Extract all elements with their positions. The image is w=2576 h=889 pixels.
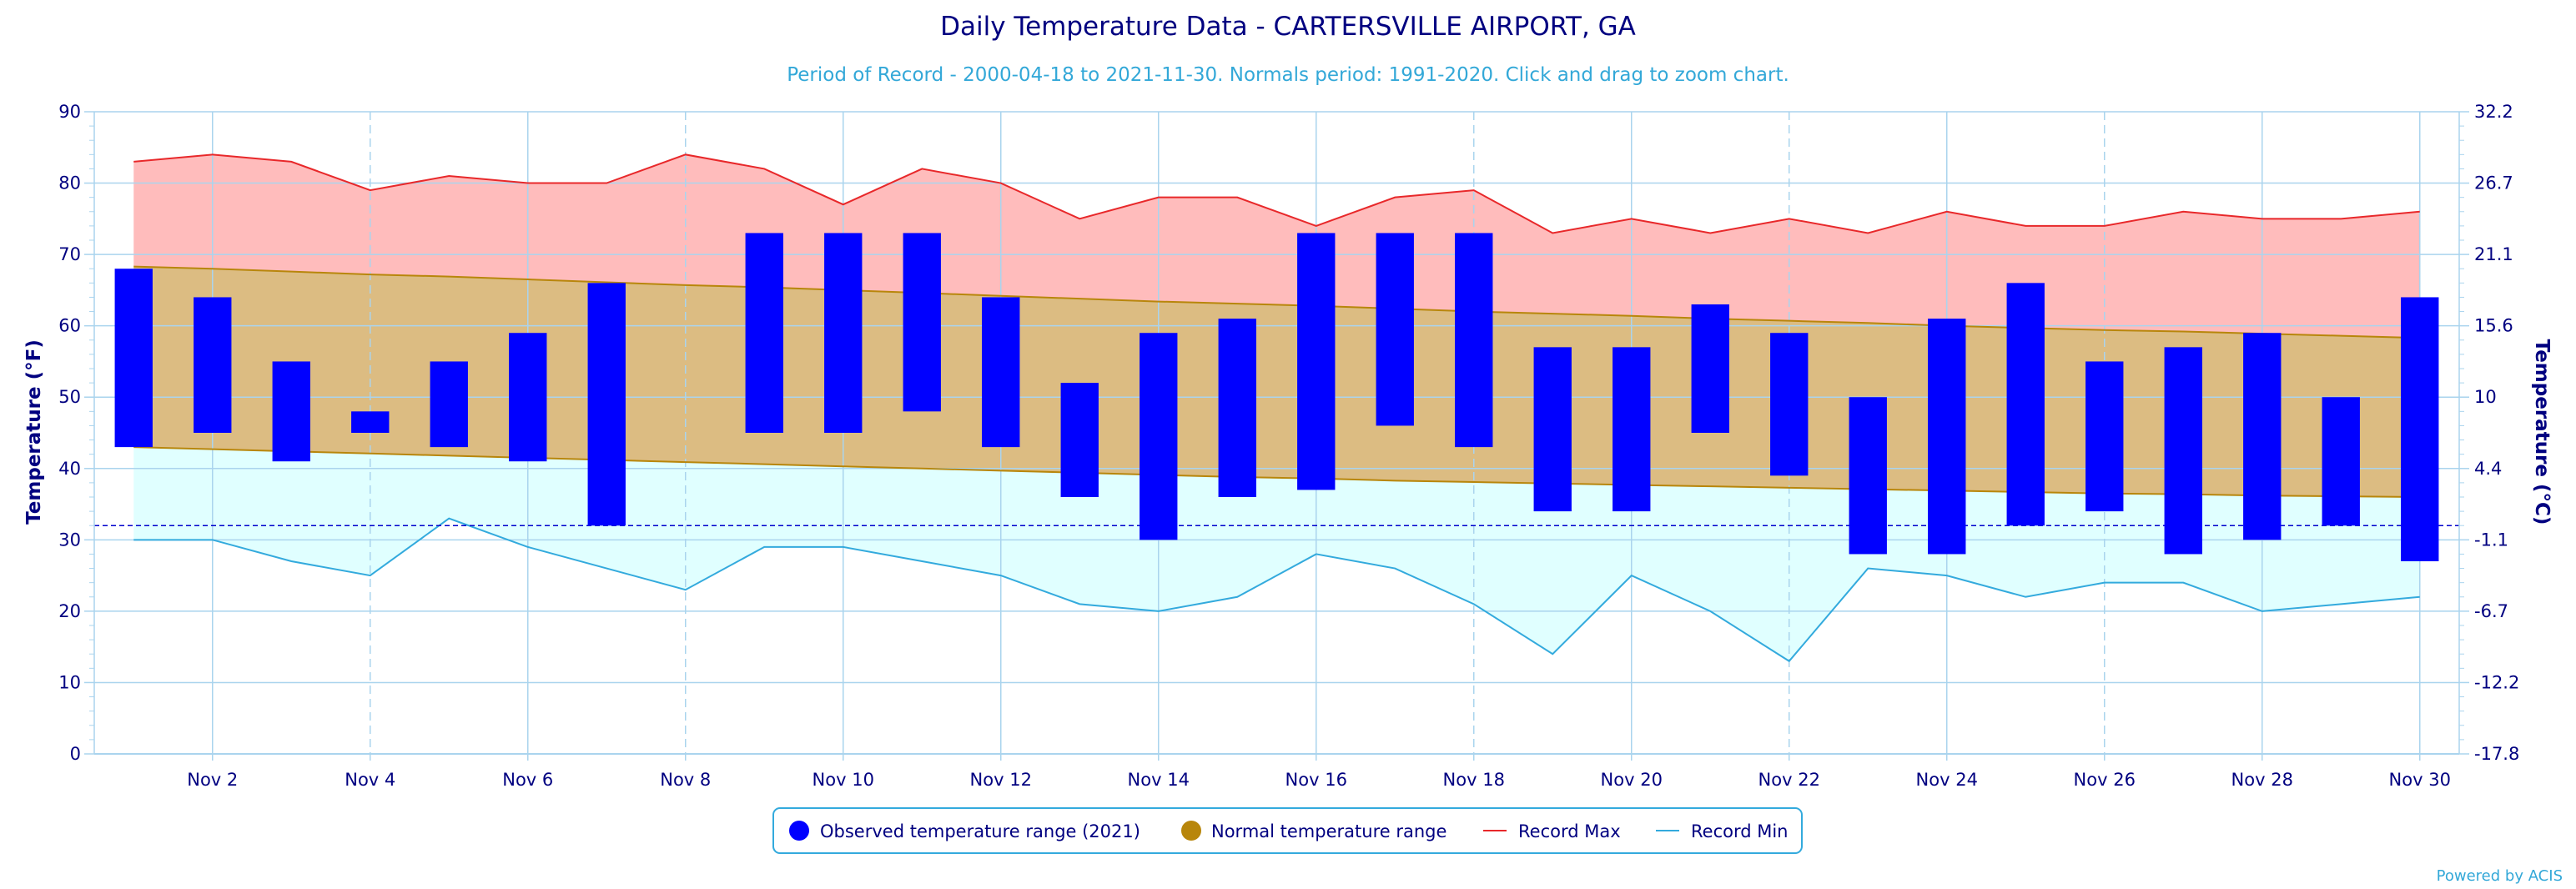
observed-range-bar[interactable]: [1140, 333, 1178, 540]
record-min-line[interactable]: [133, 517, 2420, 663]
observed-range-bar[interactable]: [2322, 397, 2360, 526]
observed-range-bar[interactable]: [351, 411, 390, 433]
y-tick-label-left: 70: [58, 244, 81, 264]
record-max-line[interactable]: [133, 153, 2420, 234]
observed-range-bar[interactable]: [982, 297, 1020, 448]
powered-by-credit[interactable]: Powered by ACIS: [2437, 867, 2563, 885]
legend-normal-label[interactable]: Normal temperature range: [1211, 821, 1446, 841]
observed-range-bar[interactable]: [1533, 347, 1572, 512]
observed-range-bar[interactable]: [1455, 233, 1493, 448]
y-tick-label-right: -1.1: [2474, 530, 2508, 550]
observed-range-bar[interactable]: [1218, 319, 1256, 497]
x-tick-label: Nov 8: [660, 770, 711, 790]
observed-range-bar[interactable]: [587, 283, 626, 526]
legend-observed-marker[interactable]: [789, 821, 809, 841]
y-tick-label-left: 50: [58, 387, 81, 407]
x-tick-label: Nov 16: [1285, 770, 1347, 790]
legend: Observed temperature range (2021) Normal…: [772, 807, 1803, 854]
y-tick-label-left: 80: [58, 173, 81, 193]
observed-range-bar[interactable]: [1297, 233, 1336, 490]
plot-area[interactable]: [94, 111, 2459, 755]
observed-range-bar[interactable]: [1613, 347, 1651, 512]
observed-range-bar[interactable]: [1849, 397, 1887, 555]
observed-range-bar[interactable]: [1928, 319, 1966, 555]
observed-range-bar[interactable]: [1691, 304, 1729, 433]
y-tick-label-right: 10: [2474, 387, 2497, 407]
observed-range-bar[interactable]: [2006, 283, 2045, 526]
observed-range-bar[interactable]: [1770, 333, 1809, 476]
x-tick-label: Nov 14: [1128, 770, 1190, 790]
observed-range-bar[interactable]: [272, 361, 310, 462]
legend-record-max-label[interactable]: Record Max: [1518, 821, 1621, 841]
x-tick-label: Nov 30: [2389, 770, 2451, 790]
y-tick-label-left: 20: [58, 601, 81, 621]
y-tick-label-right: -17.8: [2474, 744, 2519, 764]
y-tick-label-right: 21.1: [2474, 244, 2513, 264]
x-tick-label: Nov 24: [1916, 770, 1978, 790]
x-tick-label: Nov 6: [502, 770, 553, 790]
observed-range-bar[interactable]: [2085, 361, 2124, 512]
axes: 0 -17.8 10 -12.2 20 -6.7 30 -1.1 40 4.4 50 10 60 15.6…: [58, 102, 2519, 790]
y-tick-label-right: 4.4: [2474, 459, 2502, 479]
y-tick-label-right: 15.6: [2474, 316, 2513, 336]
x-tick-label: Nov 28: [2231, 770, 2293, 790]
observed-range-bar[interactable]: [903, 233, 941, 412]
observed-range-bar[interactable]: [1376, 233, 1414, 426]
observed-range-bar[interactable]: [824, 233, 863, 433]
x-tick-label: Nov 22: [1758, 770, 1820, 790]
record-max-area: [133, 154, 2420, 339]
observed-range-bar[interactable]: [2401, 297, 2439, 561]
observed-range-bar[interactable]: [2164, 347, 2202, 555]
legend-box: [772, 807, 1803, 854]
y-tick-label-right: -12.2: [2474, 672, 2519, 692]
observed-range-bar[interactable]: [1060, 383, 1099, 497]
x-tick-label: Nov 12: [970, 770, 1032, 790]
observed-range-bar[interactable]: [430, 361, 468, 448]
observed-range-bar[interactable]: [194, 297, 232, 433]
y-tick-label-left: 60: [58, 316, 81, 336]
x-tick-label: Nov 18: [1443, 770, 1505, 790]
legend-record-min-label[interactable]: Record Min: [1691, 821, 1789, 841]
observed-range-bar[interactable]: [745, 233, 783, 433]
y-tick-label-left: 90: [58, 102, 81, 122]
x-tick-label: Nov 4: [345, 770, 395, 790]
x-tick-label: Nov 26: [2074, 770, 2136, 790]
chart-title: Daily Temperature Data - CARTERSVILLE AI…: [940, 12, 1636, 42]
y-axis-title-right: Temperature (°C): [2531, 339, 2553, 525]
legend-observed-label[interactable]: Observed temperature range (2021): [820, 821, 1140, 841]
y-tick-label-right: 26.7: [2474, 173, 2513, 193]
x-tick-label: Nov 10: [813, 770, 874, 790]
y-tick-label-left: 40: [58, 459, 81, 479]
y-tick-label-left: 0: [70, 744, 81, 764]
y-tick-label-left: 10: [58, 672, 81, 692]
y-axis-title-left: Temperature (°F): [23, 339, 45, 525]
x-tick-label: Nov 2: [187, 770, 238, 790]
observed-range-bar[interactable]: [2243, 333, 2282, 540]
y-tick-label-left: 30: [58, 530, 81, 550]
legend-normal-marker[interactable]: [1181, 821, 1201, 841]
record-min-area: [133, 447, 2420, 661]
normal-range-area: [133, 266, 2420, 497]
y-tick-label-right: 32.2: [2474, 102, 2513, 122]
chart-subtitle: Period of Record - 2000-04-18 to 2021-11…: [787, 64, 1789, 86]
y-tick-label-right: -6.7: [2474, 601, 2508, 621]
x-tick-label: Nov 20: [1601, 770, 1663, 790]
observed-range-bar[interactable]: [114, 269, 153, 448]
observed-range-bar[interactable]: [509, 333, 547, 462]
